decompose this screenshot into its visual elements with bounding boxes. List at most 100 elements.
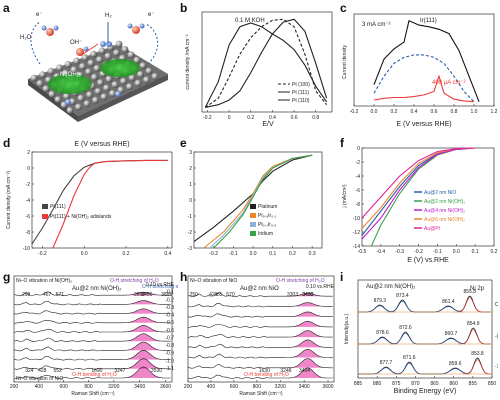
xps-peak-label: 854.9 [467, 321, 480, 327]
raman-trace-low [13, 337, 101, 343]
x-tick-label: 600 [59, 384, 68, 390]
x-tick-label: 400 [35, 384, 44, 390]
x-tick-label: 0.1 [472, 249, 479, 255]
potential-label: -0.5 [165, 320, 174, 326]
x-tick-label: 880 [373, 381, 382, 387]
surface-atom [69, 98, 76, 105]
xps-component [439, 368, 470, 375]
panel-label-i: i [340, 270, 344, 284]
series-line-0 [31, 159, 168, 245]
panel-label-e: e [180, 136, 187, 150]
x-tick-label: -0.2 [209, 251, 218, 257]
xps-peak-label: 878.6 [376, 330, 389, 336]
y-tick-label: -2 [356, 160, 361, 166]
surface-atom [103, 84, 110, 92]
peak-label: 3247 [114, 368, 125, 374]
peak-label: 3430 [302, 292, 313, 298]
label-h2: H₂ [105, 13, 112, 19]
plot-frame [201, 11, 333, 113]
chart-h-svg: 200 400 600 800 3200 3400 3600 Raman Shift (cm⁻… [184, 275, 335, 397]
surface-atom [90, 50, 97, 58]
series-line-0 [204, 18, 328, 108]
surface-atom [86, 91, 93, 99]
surface-atom [30, 74, 38, 82]
y-tick-label: 2 [189, 166, 192, 172]
surface-atom [127, 51, 135, 59]
x-tick-label: 0.1 [269, 251, 276, 257]
panel-g-chart: 200 400 600 800 3200 3400 3600 Raman Shift (cm⁻… [2, 272, 178, 399]
y-tick-label: -8 [26, 230, 31, 236]
surface-atom [93, 65, 101, 72]
legend-swatch [250, 204, 256, 209]
chart-d-svg: -0.2 0.0 0.2 0.4 2 0 -2 -4 -6 -8 -10 E (V versus RH… [6, 141, 173, 257]
panel-f-chart: -0.5 -0.4 -0.3 -0.2 -0.1 0.0 0.1 0.2 0 -2 -4 -6 -8 -1… [340, 138, 498, 268]
raman-trace-low [13, 355, 101, 361]
y-tick-label: -2 [188, 230, 193, 236]
surface-atom [54, 96, 62, 103]
chart-subtitle: Ni 2p [470, 286, 485, 292]
x-tick-label: 0.2 [123, 251, 130, 257]
condition-label: OCP [495, 302, 498, 308]
raman-trace-high [268, 311, 333, 317]
panel-label-a: a [3, 1, 10, 15]
panel-label-c: c [340, 1, 347, 15]
potential-label: -0.2 [165, 297, 174, 303]
surface-atom [87, 59, 95, 67]
x-tick-label: 3600 [322, 384, 333, 390]
surface-atom [120, 77, 127, 85]
chart-c-svg: -0.2 0.0 0.2 0.4 0.6 0.8 1.0 1.2 Ir(111) 3 mA cm⁻… [342, 13, 498, 128]
raman-trace-high [100, 291, 171, 296]
legend-label: Pt (111) [292, 90, 309, 96]
potential-label: -1.1 [165, 366, 174, 372]
surface-atom [66, 107, 74, 114]
y-axis-label: Intensity(a.u.) [344, 314, 350, 345]
nioh2-island-right [100, 59, 140, 77]
surface-atom [42, 85, 50, 93]
raman-trace-low [13, 375, 101, 379]
y-tick-label: 2 [27, 150, 30, 156]
surface-atom [139, 62, 147, 69]
annotation-nio-vibration: Ni–O vibration of NiO [190, 278, 237, 284]
surface-atom [128, 74, 136, 82]
peak-label: 465 [214, 292, 223, 298]
surface-atom [92, 96, 99, 104]
legend-swatch [250, 222, 256, 227]
chart-title: Au@2 nm Ni(OH)₂ [72, 286, 122, 292]
x-tick-label: 0.2 [247, 115, 254, 121]
y-tick-label: -6 [26, 214, 31, 220]
y-tick-label: -4 [356, 174, 361, 180]
surface-atom [137, 71, 144, 78]
y-axis-label: j (mA/cm²) [342, 184, 348, 208]
annotation-400ua: 400 μA cm⁻² [432, 80, 466, 86]
peak-label: 250 [190, 292, 199, 298]
raman-trace-high [100, 316, 171, 324]
raman-trace-low [13, 365, 101, 370]
x-axis-label: E/V [262, 121, 274, 128]
peak-label: 571 [56, 292, 65, 298]
raman-peak-fill [100, 350, 172, 360]
peak-label: 3398 [134, 292, 145, 298]
annotation-3ma: 3 mA cm⁻² [362, 22, 391, 28]
panel-label-g: g [3, 270, 11, 284]
annotation-oh-bending: O-H bending of H₂O [72, 372, 117, 378]
surface-atom [126, 83, 133, 90]
x-tick-label: 855 [469, 381, 478, 387]
surface-atom [111, 81, 119, 88]
x-tick-label: 0 [228, 115, 231, 121]
x-tick-label: 0.4 [269, 115, 276, 121]
peak-label: 1630 [259, 368, 270, 374]
potential-label: -0.6 [165, 328, 174, 334]
plot-frame [31, 151, 173, 249]
peak-label: 3432 [302, 292, 313, 298]
xps-component [370, 367, 401, 375]
surface-atom [64, 61, 72, 68]
surface-atom [105, 75, 113, 83]
peak-label: 428 [38, 368, 47, 374]
series-line-0 [193, 154, 313, 243]
peak-label: 3248 [280, 368, 291, 374]
plot-frame [353, 13, 495, 107]
potential-label: -0.8 [165, 343, 174, 349]
raman-trace-low [187, 364, 269, 369]
raman-trace-high [100, 349, 171, 360]
raman-trace-low [187, 324, 269, 328]
